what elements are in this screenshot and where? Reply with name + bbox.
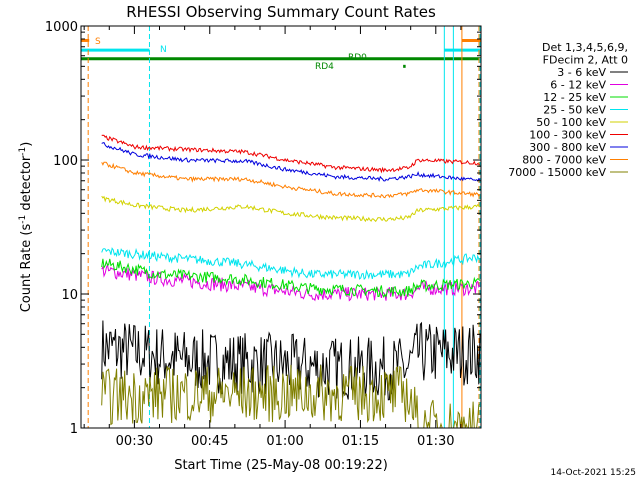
x-axis-label: Start Time (25-May-08 00:19:22): [174, 458, 388, 473]
plot-area: S N RD0 RD4: [81, 26, 481, 429]
series-line-7000-15000-kev: [101, 364, 481, 429]
flag-label-rd0: RD0: [348, 53, 367, 63]
y-axis-label: Count Rate (s-1 detector-1): [18, 142, 34, 313]
legend: Det 1,3,4,5,6,9,FDecim 2, Att 03 - 6 keV…: [508, 41, 628, 179]
x-tick-label-01-30: 01:30: [417, 434, 454, 449]
legend-label-3-6-kev: 3 - 6 keV: [557, 66, 606, 79]
x-tick-label-01-15: 01:15: [342, 434, 379, 449]
y-tick-label-1000: 1000: [45, 20, 78, 35]
timestamp: 14-Oct-2021 15:25: [551, 468, 636, 478]
legend-label-100-300-kev: 100 - 300 keV: [529, 129, 606, 142]
x-tick-label-00-30: 00:30: [116, 434, 153, 449]
chart-title: RHESSI Observing Summary Count Rates: [126, 3, 436, 21]
legend-label-50-100-kev: 50 - 100 keV: [536, 116, 606, 129]
flag-label-s: S: [95, 37, 101, 47]
legend-label-12-25-kev: 12 - 25 keV: [543, 91, 606, 104]
plot-frame: [80, 25, 482, 429]
series-line-6-12-kev: [101, 262, 481, 302]
series-line-12-25-kev: [101, 258, 481, 298]
series-line-25-50-kev: [101, 247, 481, 281]
flag-label-n: N: [160, 45, 167, 55]
y-axis-label-mid: detector: [19, 155, 34, 215]
x-tick-label-00-45: 00:45: [191, 434, 228, 449]
series-line-300-800-kev: [101, 142, 481, 182]
series-line-50-100-kev: [101, 195, 481, 223]
legend-label-800-7000-kev: 800 - 7000 keV: [522, 154, 606, 167]
legend-label-300-800-kev: 300 - 800 keV: [529, 141, 606, 154]
y-axis-label-end: ): [19, 142, 34, 147]
legend-header-line-1: Det 1,3,4,5,6,9,: [542, 41, 628, 54]
series-line-100-300-kev: [101, 134, 481, 174]
axes: 00:30 00:45 01:00 01:15 01:30 1 10 100 1000: [45, 20, 481, 449]
y-tick-label-100: 100: [53, 154, 78, 169]
y-axis-label-sup1: -1: [18, 215, 28, 224]
legend-header-line-2: FDecim 2, Att 0: [543, 54, 628, 67]
series-line-800-7000-kev: [101, 161, 481, 199]
y-tick-label-1: 1: [70, 422, 78, 437]
legend-label-6-12-kev: 6 - 12 keV: [550, 79, 606, 92]
legend-label-25-50-kev: 25 - 50 keV: [543, 104, 606, 117]
y-axis-label-sup2: -1: [18, 147, 28, 156]
y-tick-label-10: 10: [61, 288, 78, 303]
flag-label-rd4: RD4: [315, 62, 334, 72]
x-tick-label-01-00: 01:00: [266, 434, 303, 449]
y-axis-label-main: Count Rate (s: [19, 224, 34, 313]
legend-label-7000-15000-kev: 7000 - 15000 keV: [508, 166, 606, 179]
